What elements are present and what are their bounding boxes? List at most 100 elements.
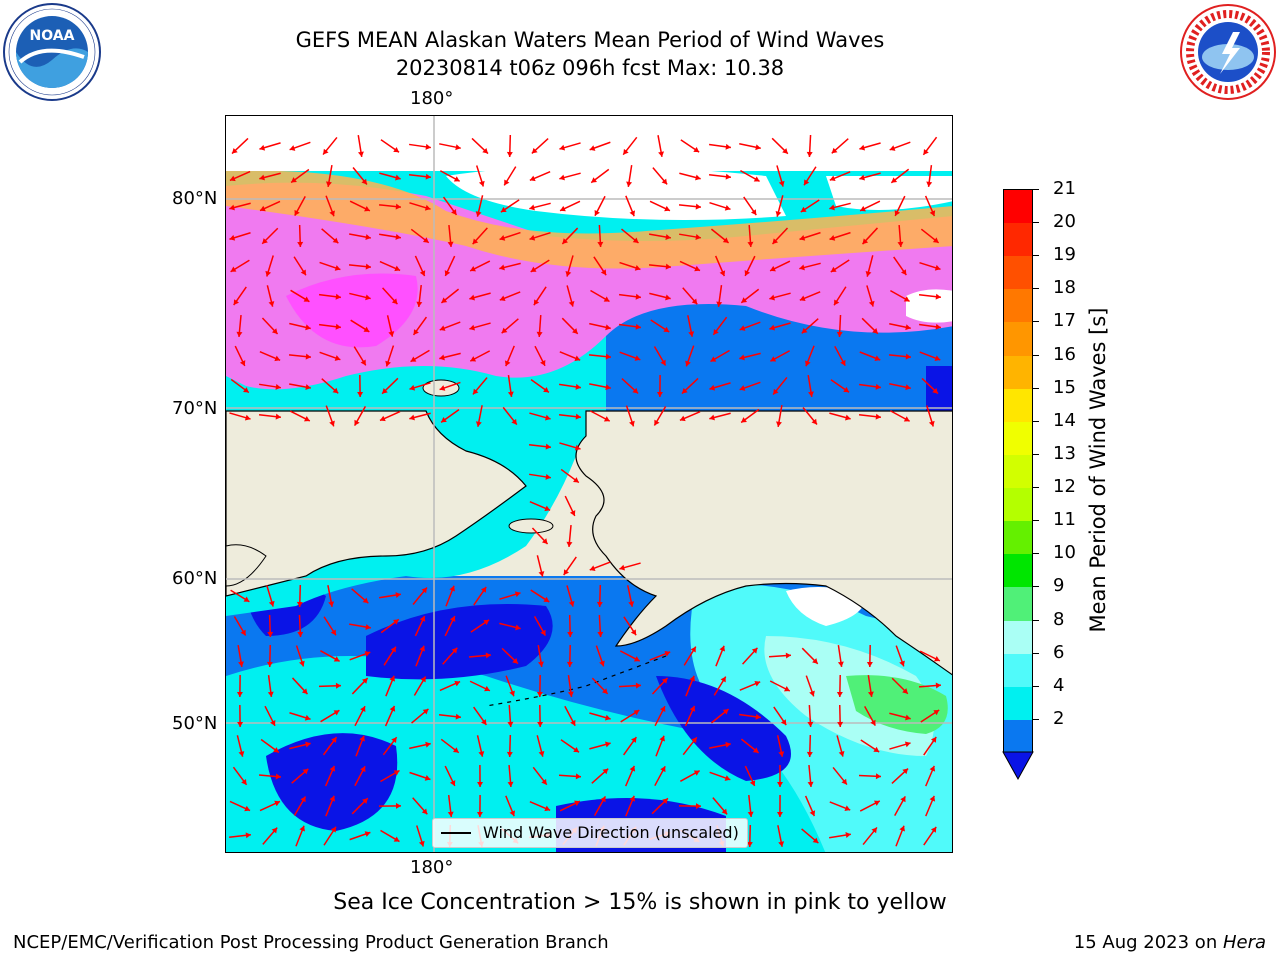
lon-label-bottom: 180° <box>410 857 454 878</box>
wave-arrow-head <box>568 301 575 307</box>
wave-arrow-head <box>267 631 274 637</box>
wave-arrow-head <box>267 691 274 697</box>
wave-arrow-head <box>483 619 490 626</box>
wave-arrow-head <box>418 840 425 847</box>
colorbar-tick-label: 11 <box>1053 509 1076 531</box>
wave-arrow-head <box>271 827 278 834</box>
wave-arrow-head <box>836 331 843 337</box>
noaa-logo: NOAA <box>2 2 102 102</box>
wave-arrow-head <box>741 417 747 423</box>
wave-arrow-head <box>504 179 510 186</box>
wave-arrow-head <box>329 795 336 802</box>
wave-arrow-head <box>720 676 726 683</box>
wave-arrow-head <box>419 616 426 622</box>
wave-arrow-head <box>559 174 565 181</box>
wave-arrow-head <box>599 660 605 667</box>
wave-arrow-head <box>332 237 339 244</box>
wave-arrow-head <box>509 690 515 697</box>
colorbar-tick-mark <box>1033 354 1039 356</box>
wave-arrow-head <box>455 713 461 720</box>
wave-arrow-head <box>393 770 400 776</box>
wave-arrow-head <box>421 808 428 815</box>
wave-arrow-head <box>845 832 851 838</box>
wave-arrow-head <box>364 205 370 212</box>
wave-arrow-head <box>275 773 281 780</box>
wave-arrow-head <box>605 384 611 391</box>
wave-arrow-head <box>574 800 580 807</box>
wave-arrow-head <box>302 768 309 775</box>
wave-arrow-head <box>506 151 513 157</box>
wave-arrow-head <box>297 241 304 247</box>
wave-arrow-head <box>329 210 335 217</box>
wave-arrow-head <box>439 354 445 361</box>
colorbar-segment <box>1004 190 1032 224</box>
wave-arrow-head <box>360 706 366 713</box>
wave-arrow-head <box>449 616 456 622</box>
colorbar-tick-label: 10 <box>1053 542 1076 564</box>
wave-arrow-head <box>713 328 719 335</box>
colorbar-tick-label: 18 <box>1053 277 1076 299</box>
wave-arrow-head <box>299 825 305 832</box>
wave-arrow-head <box>829 175 836 182</box>
wave-arrow-head <box>382 388 388 394</box>
wave-arrow-head <box>679 415 686 422</box>
colorbar-tick-mark <box>1033 586 1039 588</box>
wave-arrow-head <box>623 148 629 155</box>
wave-arrow-head <box>719 645 726 652</box>
wave-arrow-head <box>870 719 876 726</box>
map-svg <box>226 116 952 852</box>
wave-arrow-head <box>560 205 566 212</box>
wave-arrow-head <box>425 741 431 748</box>
wave-arrow-head <box>843 386 850 393</box>
wave-arrow-head <box>334 265 341 271</box>
wave-arrow-head <box>543 387 549 393</box>
wave-arrow-head <box>664 205 670 212</box>
wave-arrow-head <box>808 391 814 397</box>
wave-arrow-head <box>530 266 537 272</box>
wave-arrow-head <box>545 473 551 480</box>
wave-arrow-head <box>719 270 726 277</box>
colorbar-tick-label: 4 <box>1053 674 1065 696</box>
wave-arrow-head <box>485 652 491 659</box>
colorbar-tick-mark <box>1033 321 1039 323</box>
colorbar-segment <box>1004 587 1032 622</box>
wave-arrow-head <box>305 353 311 360</box>
wave-arrow-head <box>562 238 569 244</box>
wave-arrow-head <box>926 181 933 187</box>
wave-arrow-head <box>237 721 244 727</box>
wave-arrow-head <box>566 661 573 667</box>
wave-arrow-head <box>799 264 805 271</box>
wave-arrow-head <box>274 355 281 362</box>
wave-arrow-head <box>868 300 875 307</box>
wave-arrow-head <box>589 565 596 571</box>
wave-arrow-head <box>335 682 341 689</box>
wave-arrow-head <box>689 705 696 712</box>
colorbar-segment <box>1004 322 1032 357</box>
wave-arrow-head <box>236 331 243 337</box>
wave-arrow-head <box>897 241 904 247</box>
colorbar-tick-mark <box>1033 718 1039 720</box>
colorbar-segment <box>1004 256 1032 290</box>
wave-arrow-head <box>722 237 729 243</box>
wave-arrow-head <box>391 298 398 305</box>
wave-arrow-head <box>747 811 754 817</box>
wave-arrow-head <box>507 781 514 787</box>
wave-arrow-head <box>773 388 779 395</box>
wave-arrow-head <box>441 297 448 303</box>
deep-blue-patch-3 <box>656 676 791 781</box>
wave-arrow-head <box>359 735 365 742</box>
colorbar-tick-mark <box>1033 255 1039 257</box>
colorbar-tick-mark <box>1033 222 1039 224</box>
wave-arrow-head <box>570 719 576 726</box>
wave-arrow-head <box>362 597 369 604</box>
map-title: GEFS MEAN Alaskan Waters Mean Period of … <box>295 28 885 52</box>
wave-arrow-head <box>628 601 635 607</box>
wave-arrow-head <box>335 293 341 300</box>
lat-label-50: 50°N <box>172 713 218 734</box>
wave-arrow-head <box>305 324 311 331</box>
wave-arrow-head <box>301 688 308 695</box>
colorbar-tick-mark <box>1033 420 1039 422</box>
wave-arrow-head <box>507 391 514 397</box>
wave-arrow-head <box>630 629 637 636</box>
wave-arrow-head <box>930 736 937 743</box>
